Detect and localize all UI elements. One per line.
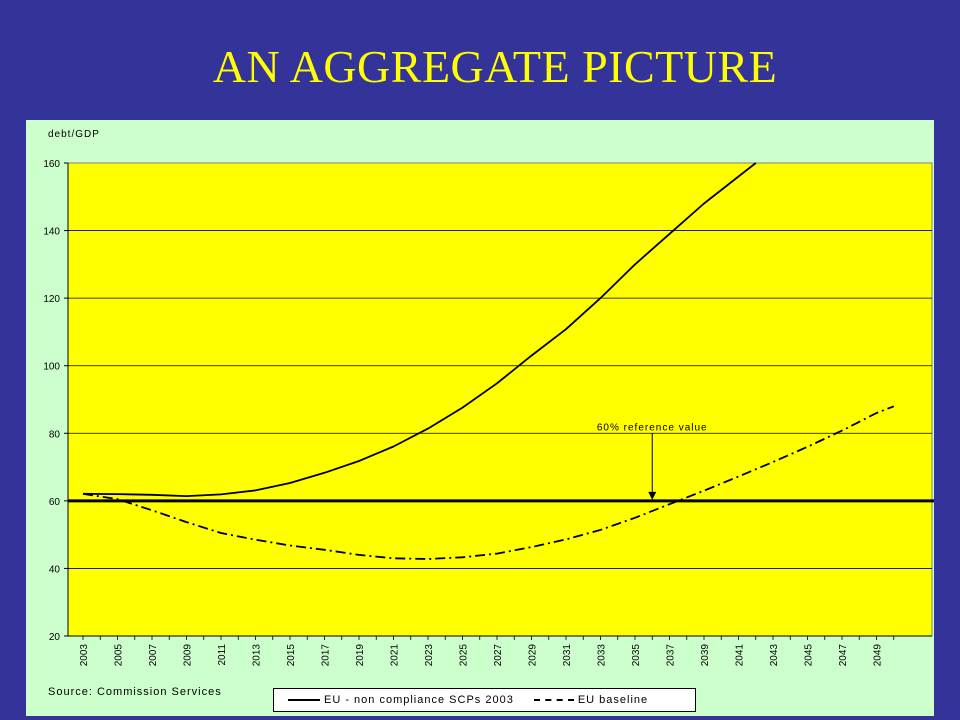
- x-tick-label: 2023: [424, 644, 435, 667]
- x-tick-label: 2029: [528, 644, 539, 667]
- series-line-non-compliance: [82, 162, 757, 498]
- y-tick-label: 140: [43, 227, 60, 238]
- legend-label-non-compliance: EU - non compliance SCPs 2003: [324, 694, 514, 706]
- y-tick-label: 80: [49, 429, 61, 440]
- y-tick-label: 160: [43, 159, 60, 170]
- x-tick-label: 2027: [493, 644, 504, 667]
- x-tick-label: 2043: [769, 644, 780, 667]
- series-line-baseline: [82, 405, 895, 560]
- y-axis-label: debt/GDP: [48, 129, 100, 140]
- x-tick-label: 2019: [355, 644, 366, 667]
- x-tick-label: 2045: [804, 644, 815, 667]
- legend-swatch-solid: [288, 699, 320, 701]
- x-tick-label: 2005: [114, 644, 125, 667]
- x-tick-label: 2017: [321, 644, 332, 667]
- reference-arrow-head: [648, 491, 657, 500]
- x-tick-label: 2025: [459, 644, 470, 667]
- x-tick-label: 2031: [562, 644, 573, 667]
- chart-panel: debt/GDP 20 40 60 80 100 120 140 160 2003 2005 200…: [26, 120, 934, 716]
- y-tick-label: 100: [43, 362, 60, 373]
- x-tick-label: 2007: [148, 644, 159, 667]
- x-tick-label: 2049: [873, 644, 884, 667]
- x-tick-label: 2041: [735, 644, 746, 667]
- y-tick-label: 60: [49, 497, 61, 508]
- legend: EU - non compliance SCPs 2003 EU baselin…: [273, 688, 696, 712]
- source-note: Source: Commission Services: [48, 686, 222, 698]
- line-chart: 20 40 60 80 100 120 140 160 2003 2005 2007 2009 2011…: [43, 159, 934, 667]
- x-tick-label: 2033: [597, 644, 608, 667]
- legend-item-non-compliance: EU - non compliance SCPs 2003: [288, 694, 514, 706]
- x-tick-label: 2021: [390, 644, 401, 667]
- x-tick-label: 2003: [79, 644, 90, 667]
- x-tick-label: 2011: [217, 644, 228, 666]
- slide-title: AN AGGREGATE PICTURE: [212, 41, 778, 92]
- x-tick-label: 2039: [700, 644, 711, 667]
- legend-item-baseline: EU baseline: [533, 694, 649, 706]
- plot-area: [67, 162, 933, 637]
- x-tick-label: 2035: [631, 644, 642, 667]
- x-tick-label: 2015: [286, 644, 297, 667]
- legend-swatch-dashed: [533, 699, 574, 701]
- x-tick-label: 2013: [252, 644, 263, 667]
- reference-label: 60% reference value: [597, 423, 708, 434]
- y-tick-label: 120: [43, 294, 60, 305]
- x-tick-label: 2047: [838, 644, 849, 667]
- x-tick-label: 2009: [183, 644, 194, 667]
- x-tick-label: 2037: [666, 644, 677, 667]
- legend-label-baseline: EU baseline: [577, 694, 649, 706]
- y-tick-label: 40: [49, 564, 61, 575]
- y-tick-label: 20: [49, 632, 61, 643]
